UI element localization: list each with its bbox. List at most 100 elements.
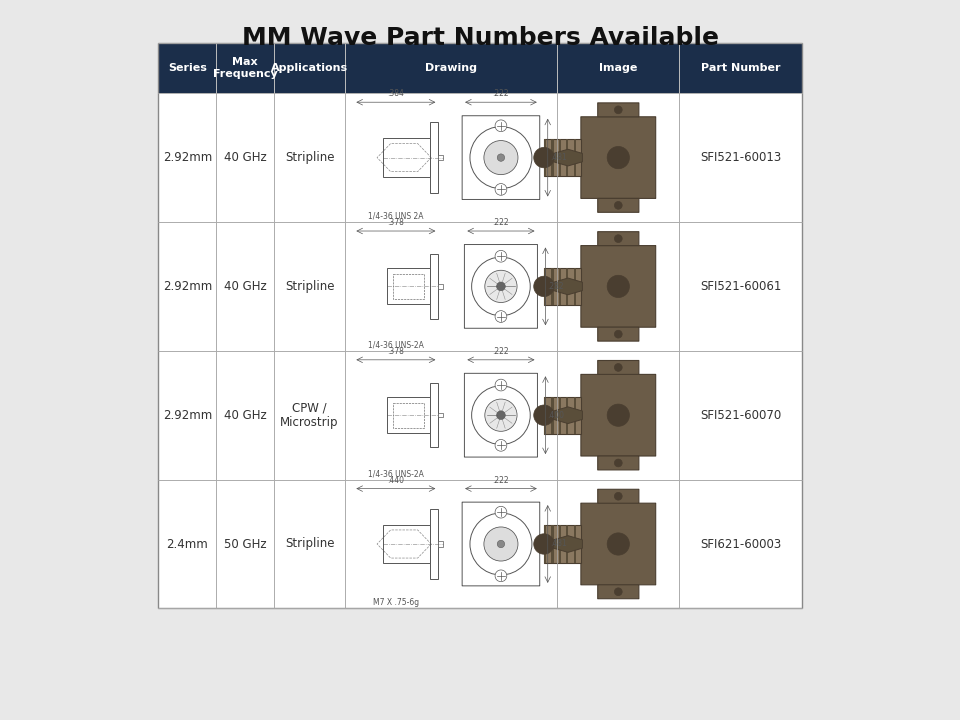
Text: M7 X .75-6g: M7 X .75-6g	[372, 598, 419, 607]
Text: SFI521-60013: SFI521-60013	[700, 151, 781, 164]
Bar	[275, 351, 345, 480]
Circle shape	[485, 270, 517, 302]
Bar	[158, 43, 802, 608]
Bar	[557, 93, 680, 222]
Bar	[551, 397, 554, 433]
Bar	[544, 139, 546, 176]
Bar	[383, 138, 430, 177]
FancyBboxPatch shape	[581, 246, 656, 327]
Bar	[557, 480, 680, 608]
Bar	[439, 541, 443, 547]
Text: 50 GHz: 50 GHz	[224, 538, 267, 551]
Bar	[216, 93, 275, 222]
Bar	[559, 139, 561, 176]
FancyBboxPatch shape	[598, 327, 638, 341]
Circle shape	[607, 533, 630, 555]
Bar	[158, 43, 216, 93]
Bar	[275, 43, 345, 93]
Circle shape	[484, 527, 518, 561]
Bar	[393, 402, 424, 428]
FancyBboxPatch shape	[598, 103, 638, 117]
Circle shape	[614, 588, 622, 595]
Bar	[573, 397, 576, 433]
Bar	[544, 397, 581, 433]
Bar	[345, 480, 557, 608]
Circle shape	[607, 404, 630, 426]
Text: SFI521-60061: SFI521-60061	[700, 280, 781, 293]
Polygon shape	[554, 278, 583, 294]
Bar	[551, 526, 554, 562]
Text: .222: .222	[492, 347, 509, 356]
Bar	[439, 284, 443, 289]
Bar	[557, 351, 680, 480]
Text: 40 GHz: 40 GHz	[224, 409, 267, 422]
FancyBboxPatch shape	[465, 374, 538, 457]
Text: 2.92mm: 2.92mm	[162, 151, 212, 164]
Bar	[544, 397, 546, 433]
Bar	[566, 526, 568, 562]
Text: 40 GHz: 40 GHz	[224, 151, 267, 164]
Bar	[544, 526, 581, 562]
Bar	[557, 43, 680, 93]
Bar	[680, 351, 802, 480]
Text: 40 GHz: 40 GHz	[224, 280, 267, 293]
Bar	[158, 480, 216, 608]
Bar	[158, 93, 216, 222]
Bar	[439, 155, 443, 161]
Bar	[430, 254, 439, 318]
Bar	[439, 413, 443, 418]
Bar	[566, 139, 568, 176]
Text: 1/4-36 UNS-2A: 1/4-36 UNS-2A	[368, 469, 423, 478]
Bar	[566, 268, 568, 305]
Bar	[275, 93, 345, 222]
Text: MM Wave Part Numbers Available: MM Wave Part Numbers Available	[242, 26, 718, 50]
Circle shape	[607, 275, 630, 297]
FancyBboxPatch shape	[598, 199, 638, 212]
Text: .481: .481	[550, 153, 566, 162]
Bar	[544, 526, 546, 562]
Circle shape	[614, 330, 622, 338]
Circle shape	[495, 120, 507, 132]
Text: .384: .384	[388, 89, 404, 98]
Text: Part Number: Part Number	[701, 63, 780, 73]
Text: .222: .222	[492, 476, 509, 485]
Text: .222: .222	[492, 218, 509, 227]
Polygon shape	[554, 149, 583, 166]
Text: SFI521-60070: SFI521-60070	[700, 409, 781, 422]
Circle shape	[471, 257, 530, 315]
Bar	[573, 268, 576, 305]
Circle shape	[534, 276, 554, 297]
Bar	[383, 525, 430, 563]
Bar	[559, 397, 561, 433]
Text: CPW /
Microstrip: CPW / Microstrip	[280, 401, 339, 429]
Circle shape	[495, 506, 507, 518]
FancyBboxPatch shape	[462, 502, 540, 586]
Text: .440: .440	[388, 476, 404, 485]
Text: Stripline: Stripline	[285, 538, 334, 551]
Text: 1/4-36 UNS-2A: 1/4-36 UNS-2A	[368, 341, 423, 349]
Text: .222: .222	[492, 89, 509, 98]
Bar	[551, 268, 554, 305]
Text: 2.92mm: 2.92mm	[162, 280, 212, 293]
FancyBboxPatch shape	[598, 585, 638, 599]
Circle shape	[495, 439, 507, 451]
Text: SFI621-60003: SFI621-60003	[700, 538, 781, 551]
Circle shape	[470, 127, 532, 189]
Circle shape	[495, 310, 507, 323]
Text: .481: .481	[550, 539, 566, 549]
Circle shape	[495, 379, 507, 391]
Text: Image: Image	[599, 63, 637, 73]
Text: 2.92mm: 2.92mm	[162, 409, 212, 422]
Bar	[680, 93, 802, 222]
Circle shape	[607, 146, 630, 168]
FancyBboxPatch shape	[598, 456, 638, 470]
Bar	[559, 268, 561, 305]
Text: Stripline: Stripline	[285, 151, 334, 164]
Text: Stripline: Stripline	[285, 280, 334, 293]
Circle shape	[495, 184, 507, 195]
Bar	[216, 351, 275, 480]
Bar	[544, 268, 581, 305]
Circle shape	[534, 405, 554, 426]
Bar	[573, 139, 576, 176]
Bar	[345, 222, 557, 351]
